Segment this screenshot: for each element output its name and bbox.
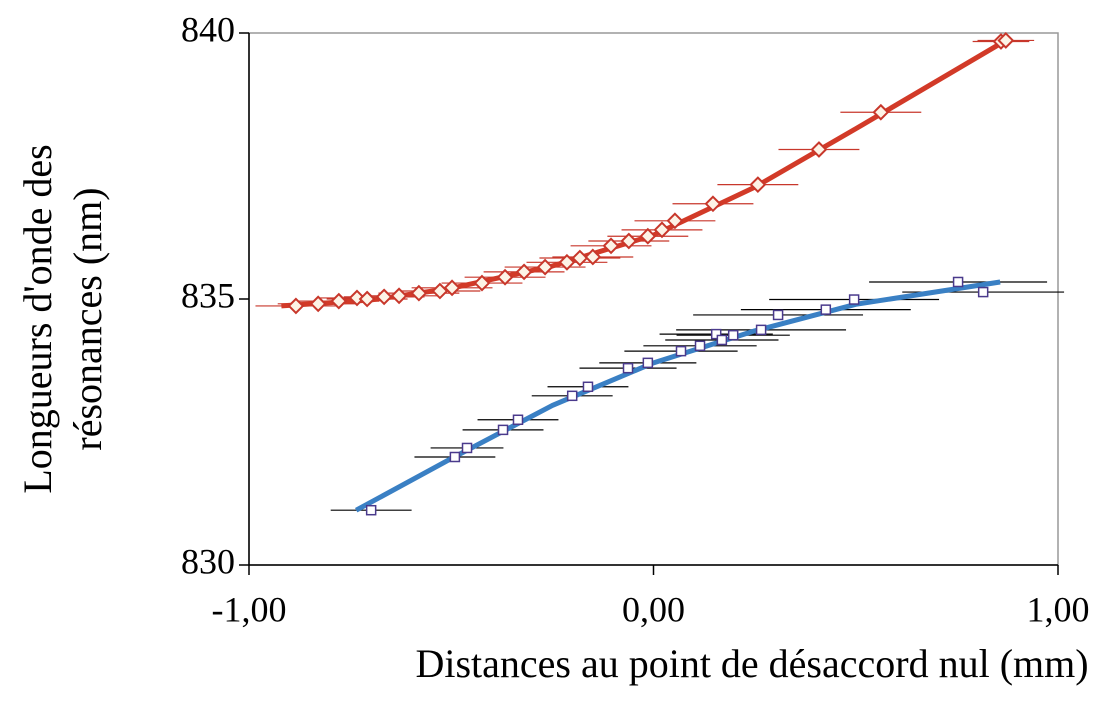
y-axis-title: résonances (nm)	[65, 187, 110, 450]
point	[642, 357, 654, 369]
fit-line	[354, 279, 1001, 513]
y-tick-label: 840	[181, 9, 235, 49]
point	[727, 329, 739, 341]
point	[461, 442, 473, 454]
x-axis-title: Distances au point de désaccord nul (mm)	[415, 641, 1088, 686]
point	[348, 289, 366, 307]
point	[848, 294, 860, 305]
point	[571, 249, 589, 267]
point	[710, 328, 722, 340]
point	[755, 324, 767, 336]
point	[473, 274, 491, 292]
y-tick-label: 835	[181, 275, 235, 315]
point	[497, 424, 509, 436]
point	[653, 221, 671, 239]
point	[749, 176, 767, 194]
point	[810, 141, 828, 158]
point	[820, 304, 832, 315]
point	[287, 297, 305, 315]
point	[558, 253, 576, 271]
point	[622, 362, 634, 374]
point	[536, 258, 554, 276]
point	[997, 32, 1015, 49]
point	[666, 212, 684, 230]
point	[449, 451, 461, 463]
point	[582, 381, 594, 393]
point	[952, 276, 964, 288]
fit-line	[281, 36, 1011, 309]
point	[694, 340, 706, 352]
point	[330, 292, 348, 310]
point	[309, 295, 327, 313]
point	[716, 334, 728, 346]
point	[977, 286, 989, 298]
point	[358, 290, 376, 308]
point	[584, 248, 602, 266]
point	[620, 232, 638, 250]
point	[872, 103, 890, 121]
point	[443, 279, 461, 297]
x-tick-label: 0,00	[622, 589, 685, 629]
point	[704, 195, 722, 213]
y-axis-title: Longueurs d'onde des	[15, 144, 60, 493]
point	[410, 284, 428, 302]
point	[496, 268, 514, 286]
point	[772, 309, 784, 321]
x-tick-label: 1,00	[1027, 589, 1090, 629]
point	[566, 390, 578, 402]
point	[390, 287, 408, 305]
point	[375, 288, 393, 306]
point	[675, 345, 687, 357]
x-tick-label: -1,00	[212, 589, 287, 629]
point	[602, 237, 620, 255]
point	[512, 414, 524, 426]
y-tick-label: 830	[181, 541, 235, 581]
point	[365, 504, 377, 516]
point	[515, 263, 533, 281]
point	[639, 227, 657, 245]
